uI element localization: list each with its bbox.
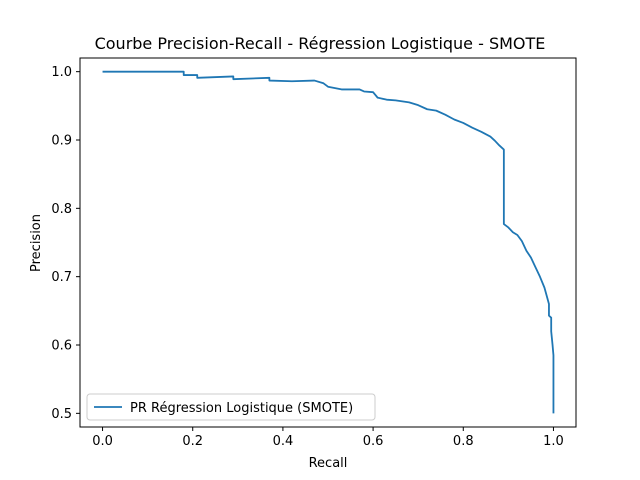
legend: PR Régression Logistique (SMOTE) xyxy=(86,393,376,421)
chart-title: Courbe Precision-Recall - Régression Log… xyxy=(95,34,546,53)
x-tick-label: 0.0 xyxy=(92,434,113,449)
y-tick-label: 0.5 xyxy=(51,407,72,422)
x-axis-ticks: 0.0 0.2 0.4 0.6 0.8 1.0 xyxy=(92,427,564,449)
series-group xyxy=(102,70,555,414)
y-tick-label: 1.0 xyxy=(51,65,72,80)
y-axis-label: Precision xyxy=(29,214,44,272)
pr-curve-line xyxy=(102,70,555,414)
y-axis-ticks: 0.5 0.6 0.7 0.8 0.9 1.0 xyxy=(51,65,80,422)
y-tick-label: 0.9 xyxy=(51,134,72,149)
x-tick-label: 0.4 xyxy=(273,434,294,449)
x-tick-label: 0.2 xyxy=(182,434,203,449)
x-tick-label: 0.6 xyxy=(363,434,384,449)
y-tick-label: 0.8 xyxy=(51,202,72,217)
legend-box xyxy=(86,393,376,421)
plot-area-frame xyxy=(79,57,577,428)
x-axis-label: Recall xyxy=(309,456,348,471)
y-tick-label: 0.7 xyxy=(51,270,72,285)
legend-entry-label: PR Régression Logistique (SMOTE) xyxy=(130,401,353,416)
y-tick-label: 0.6 xyxy=(51,339,72,354)
x-tick-label: 0.8 xyxy=(453,434,474,449)
x-tick-label: 1.0 xyxy=(543,434,564,449)
